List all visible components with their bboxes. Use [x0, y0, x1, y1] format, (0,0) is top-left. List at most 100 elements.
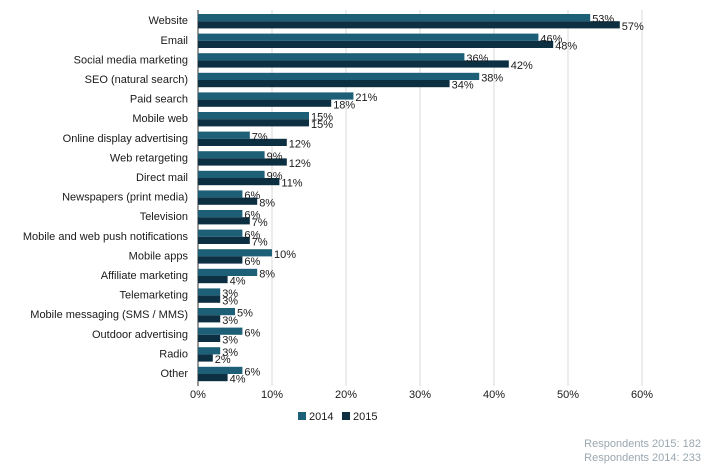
category-label: Telemarketing — [120, 290, 188, 302]
gridlines — [197, 10, 643, 386]
value-label-2014: 38% — [481, 73, 503, 85]
x-axis-ticks: 0% 10% 20% 30% 40% 50% 60% — [190, 389, 653, 401]
category-label: Website — [148, 15, 188, 27]
bar-2015 — [198, 276, 228, 284]
category-label: Email — [160, 35, 188, 47]
value-label-2015: 3% — [222, 315, 238, 327]
x-tick-label: 10% — [261, 389, 283, 401]
bar-2014 — [198, 327, 243, 335]
x-tick-label: 40% — [483, 389, 505, 401]
value-label-2015: 8% — [259, 197, 275, 209]
bar-2014 — [198, 347, 221, 355]
value-label-2014: 36% — [466, 53, 488, 65]
value-label-2015: 11% — [281, 178, 302, 190]
legend-swatch-2015 — [342, 412, 350, 420]
bar-2015 — [198, 60, 509, 68]
category-label: Web retargeting — [110, 152, 188, 164]
value-label-2014: 21% — [355, 92, 377, 104]
x-tick-label: 50% — [557, 389, 579, 401]
x-tick-label: 20% — [335, 389, 357, 401]
bar-2015 — [198, 354, 213, 362]
value-label-2014: 6% — [244, 229, 260, 241]
bar-2014 — [198, 229, 243, 237]
category-label: Mobile apps — [129, 250, 189, 262]
bar-2015 — [198, 236, 250, 244]
respondents-2015-note: Respondents 2015: 182 — [584, 438, 701, 450]
bar-2014 — [198, 72, 480, 80]
category-label: Online display advertising — [63, 133, 188, 145]
value-label-2015: 3% — [222, 335, 238, 347]
value-label-2015: 4% — [230, 374, 246, 386]
value-label-2014: 8% — [259, 269, 275, 281]
bar-2015 — [198, 295, 221, 303]
bar-2015 — [198, 158, 287, 166]
bar-2014 — [198, 33, 539, 41]
value-label-2014: 6% — [244, 190, 260, 202]
bar-2014 — [198, 112, 309, 120]
bar-2014 — [198, 288, 221, 296]
category-label: Mobile and web push notifications — [23, 231, 189, 243]
category-label: Mobile messaging (SMS / MMS) — [30, 309, 188, 321]
value-label-2015: 15% — [311, 119, 333, 131]
category-label: SEO (natural search) — [85, 74, 188, 86]
legend-swatch-2014 — [298, 412, 306, 420]
category-label: Mobile web — [132, 113, 188, 125]
legend: 2014 2015 — [298, 411, 377, 423]
value-label-2015: 12% — [289, 139, 311, 151]
bar-2014 — [198, 170, 265, 178]
value-label-2015: 3% — [222, 295, 238, 307]
value-label-2014: 46% — [540, 33, 562, 45]
value-label-2015: 6% — [244, 256, 260, 268]
category-label: Affiliate marketing — [101, 270, 188, 282]
value-label-2015: 7% — [252, 237, 268, 249]
bar-2014 — [198, 190, 243, 198]
bar-2014 — [198, 92, 354, 100]
bar-2014 — [198, 210, 243, 218]
legend-label-2015: 2015 — [353, 411, 377, 423]
value-label-2014: 10% — [274, 249, 296, 261]
bar-2014 — [198, 308, 235, 316]
bars — [198, 14, 620, 382]
x-tick-label: 0% — [190, 389, 206, 401]
bar-2014 — [198, 151, 265, 159]
bar-2014 — [198, 131, 250, 139]
respondents-2014-note: Respondents 2014: 233 — [584, 452, 701, 464]
bar-2015 — [198, 119, 309, 127]
bar-2015 — [198, 21, 620, 29]
bar-2014 — [198, 268, 258, 276]
value-label-2015: 57% — [622, 21, 644, 33]
value-label-2015: 12% — [289, 158, 311, 170]
bar-2015 — [198, 138, 287, 146]
value-label-2015: 2% — [215, 354, 231, 366]
category-label: Newspapers (print media) — [62, 192, 188, 204]
value-label-2015: 7% — [252, 217, 268, 229]
value-label-2014: 6% — [244, 367, 260, 379]
value-label-2014: 3% — [222, 288, 238, 300]
x-tick-label: 30% — [409, 389, 431, 401]
bar-2015 — [198, 315, 221, 323]
bar-2014 — [198, 53, 465, 61]
bar-2015 — [198, 197, 258, 205]
bar-2015 — [198, 256, 243, 264]
category-label: Radio — [159, 348, 188, 360]
bar-2014 — [198, 366, 243, 374]
x-tick-label: 60% — [631, 389, 653, 401]
category-label: Outdoor advertising — [92, 329, 188, 341]
legend-label-2014: 2014 — [309, 411, 333, 423]
value-label-2014: 3% — [222, 347, 238, 359]
bar-2015 — [198, 178, 280, 186]
category-labels: Website Email Social media marketing SEO (n… — [23, 15, 189, 380]
bar-2015 — [198, 40, 554, 48]
bar-2015 — [198, 374, 228, 382]
bar-2015 — [198, 80, 450, 88]
category-label: Television — [140, 211, 188, 223]
value-labels: 53% 57% 46%48% 36% 42% 38% 34% 21%18%15%15% 7% 12… — [215, 14, 644, 386]
bar-2015 — [198, 217, 250, 225]
category-label: Paid search — [130, 94, 188, 106]
value-label-2014: 5% — [237, 308, 253, 320]
value-label-2015: 34% — [452, 80, 474, 92]
bar-2015 — [198, 99, 332, 107]
value-label-2014: 9% — [267, 151, 283, 163]
value-label-2015: 4% — [230, 276, 246, 288]
